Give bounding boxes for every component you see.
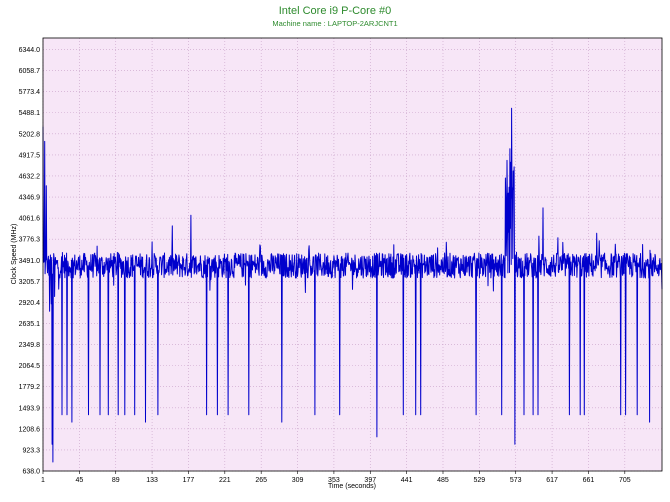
y-tick-label: 3491.0 (19, 258, 41, 265)
y-tick-label: 2635.1 (19, 321, 41, 328)
y-tick-label: 5488.1 (19, 110, 41, 117)
y-tick-label: 638.0 (22, 469, 40, 476)
x-tick-label: 1 (41, 477, 45, 484)
x-axis-label: Time (seconds) (328, 483, 376, 490)
y-tick-label: 2349.8 (19, 342, 41, 349)
x-tick-label: 89 (112, 477, 120, 484)
y-tick-label: 5773.4 (19, 89, 41, 96)
x-tick-label: 661 (583, 477, 595, 484)
y-tick-label: 4346.9 (19, 195, 41, 202)
x-tick-label: 485 (437, 477, 449, 484)
y-tick-label: 923.3 (22, 447, 40, 454)
y-tick-label: 1208.6 (19, 426, 41, 433)
series-line-clock-speed (42, 107, 663, 463)
plot-area (43, 38, 662, 471)
x-tick-label: 353 (328, 477, 340, 484)
x-tick-label: 705 (619, 477, 631, 484)
y-tick-label: 5202.8 (19, 131, 41, 138)
y-axis-label: Clock Speed (MHz) (11, 224, 18, 285)
x-tick-label: 397 (364, 477, 376, 484)
y-tick-label: 3205.7 (19, 279, 41, 286)
y-tick-label: 4061.6 (19, 216, 41, 223)
y-tick-label: 2920.4 (19, 300, 41, 307)
y-tick-label: 6058.7 (19, 68, 41, 75)
y-tick-label: 4632.2 (19, 173, 41, 180)
y-tick-label: 4917.5 (19, 152, 41, 159)
x-tick-label: 441 (401, 477, 413, 484)
y-tick-label: 2064.5 (19, 363, 41, 370)
x-tick-label: 133 (146, 477, 158, 484)
x-tick-label: 265 (255, 477, 267, 484)
x-axis-ticks: 1 45 89 133 177 221 265 309 353 397 441 485 529 573 61… (41, 471, 631, 484)
y-tick-label: 1493.9 (19, 405, 41, 412)
x-tick-label: 309 (292, 477, 304, 484)
x-tick-label: 573 (510, 477, 522, 484)
x-tick-label: 45 (75, 477, 83, 484)
x-tick-label: 221 (219, 477, 231, 484)
y-tick-label: 6344.0 (19, 47, 41, 54)
series-group (42, 107, 663, 463)
plot-frame (42, 37, 663, 472)
chart-title: Intel Core i9 P-Core #0 (279, 5, 392, 17)
chart-subtitle: Machine name : LAPTOP-2ARJCNT1 (272, 19, 397, 28)
x-tick-label: 177 (183, 477, 195, 484)
x-tick-label: 529 (474, 477, 486, 484)
y-tick-label: 1779.2 (19, 384, 41, 391)
y-axis-ticks: 6344.0 6058.7 5773.4 5488.1 5202.8 4917.5 4632… (19, 47, 41, 475)
x-tick-label: 617 (546, 477, 558, 484)
y-tick-label: 3776.3 (19, 237, 41, 244)
